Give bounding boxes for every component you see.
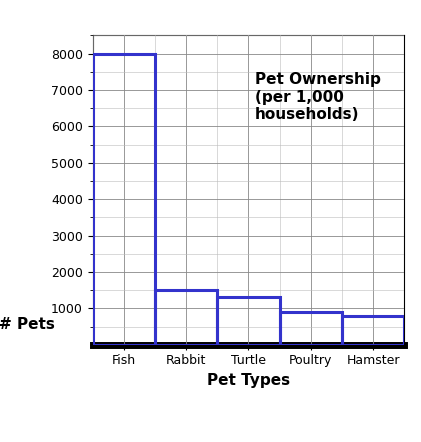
X-axis label: Pet Types: Pet Types (207, 373, 290, 388)
Bar (155, 290, 217, 345)
Bar (342, 316, 404, 345)
Bar (280, 312, 342, 345)
Text: Pet Ownership
(per 1,000
households): Pet Ownership (per 1,000 households) (255, 72, 381, 122)
Bar (93, 53, 155, 345)
Bar (217, 297, 280, 345)
Text: # Pets: # Pets (0, 317, 55, 332)
